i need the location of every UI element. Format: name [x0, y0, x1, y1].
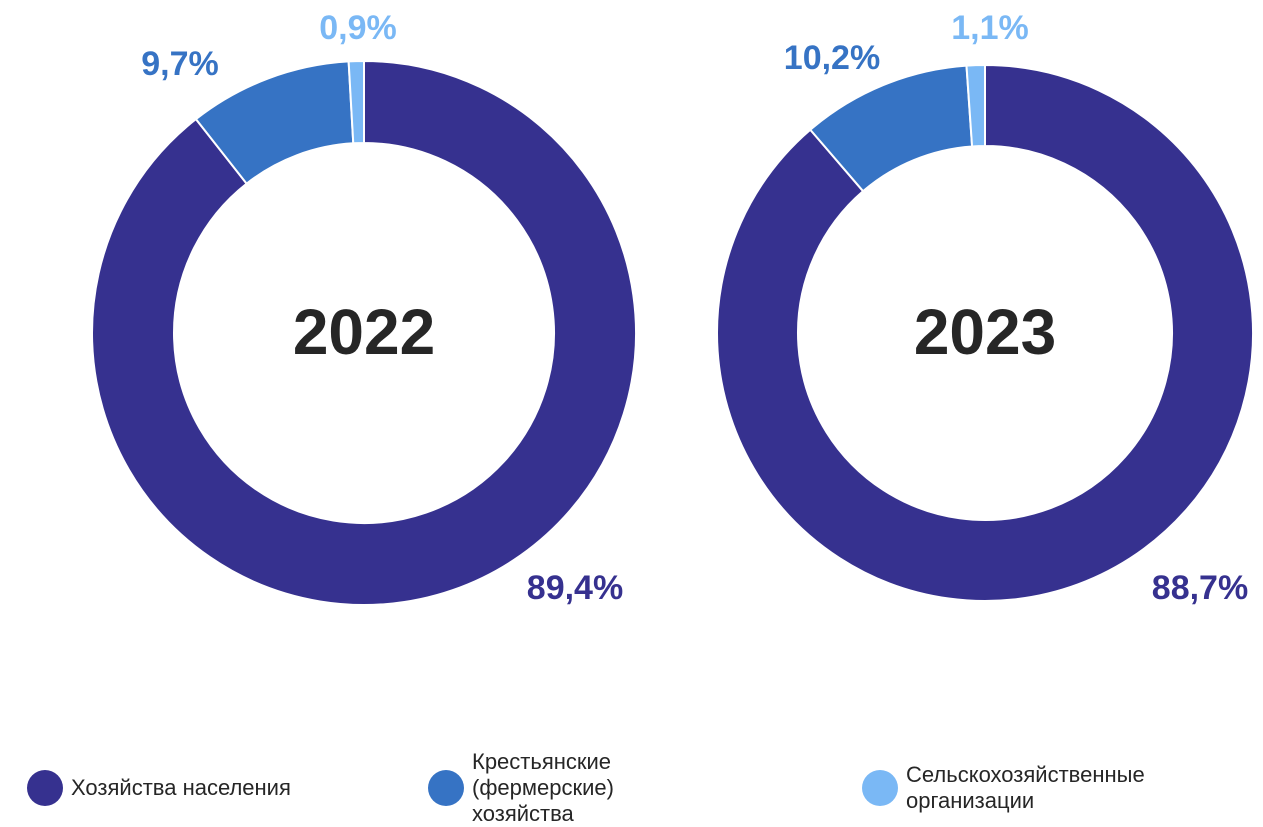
- data-label: 88,7%: [1152, 569, 1248, 607]
- donut-slice: [91, 59, 637, 606]
- legend-item: Крестьянские (фермерские) хозяйства: [428, 749, 688, 826]
- legend-item: Сельскохозяйственные организации: [862, 760, 1182, 816]
- legend-label: Крестьянские (фермерские) хозяйства: [472, 749, 614, 826]
- charts: 89,4% 9,7% 0,9% 2022 88,7% 10,2% 1,1% 2023: [91, 9, 1255, 607]
- legend-swatch: [428, 770, 464, 806]
- donut-slice: [965, 63, 986, 148]
- chart-title: 2022: [293, 296, 435, 368]
- chart-title: 2023: [914, 296, 1056, 368]
- legend-item: Хозяйства населения: [27, 760, 327, 816]
- legend-label: Хозяйства населения: [71, 775, 291, 800]
- data-label: 1,1%: [951, 9, 1029, 47]
- legend-label: Сельскохозяйственные организации: [906, 762, 1145, 813]
- legend-swatch: [862, 770, 898, 806]
- data-label: 10,2%: [784, 39, 880, 77]
- data-label: 9,7%: [141, 45, 219, 83]
- donut-slice: [347, 59, 365, 145]
- data-label: 0,9%: [319, 9, 397, 47]
- data-label: 89,4%: [527, 569, 623, 607]
- donut-slice: [716, 63, 1255, 602]
- legend-swatch: [27, 770, 63, 806]
